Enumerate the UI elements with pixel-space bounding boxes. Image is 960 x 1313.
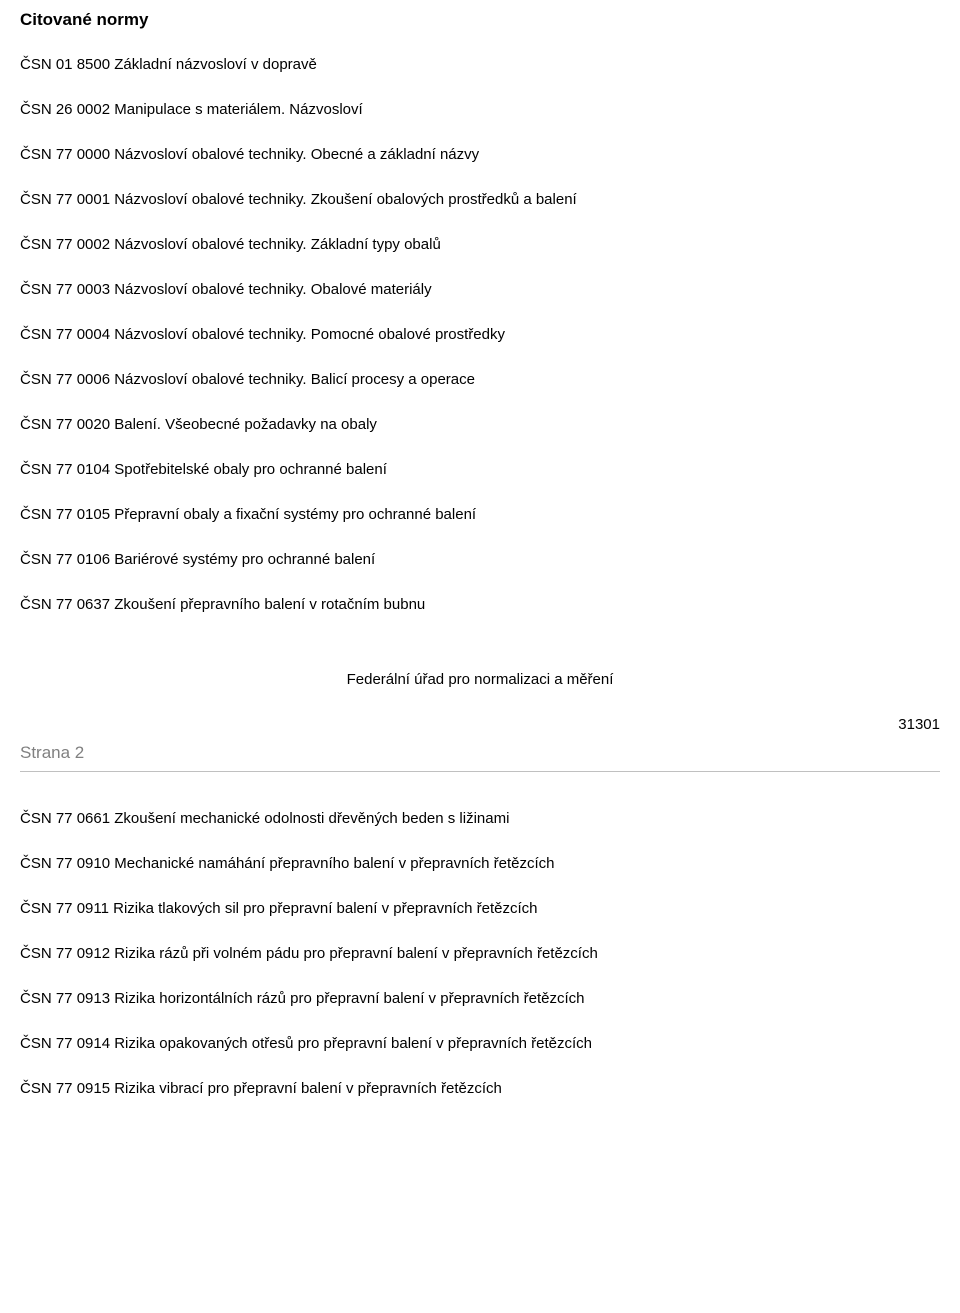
- norm-item: ČSN 26 0002 Manipulace s materiálem. Náz…: [20, 99, 940, 120]
- norm-item: ČSN 77 0004 Názvosloví obalové techniky.…: [20, 324, 940, 345]
- norm-item: ČSN 77 0002 Názvosloví obalové techniky.…: [20, 234, 940, 255]
- norm-item: ČSN 77 0020 Balení. Všeobecné požadavky …: [20, 414, 940, 435]
- norms-list-bottom: ČSN 77 0661 Zkoušení mechanické odolnost…: [20, 808, 940, 1099]
- page-number-label: Strana 2: [20, 743, 940, 763]
- norm-item: ČSN 77 0001 Názvosloví obalové techniky.…: [20, 189, 940, 210]
- norm-item: ČSN 77 0910 Mechanické namáhání přepravn…: [20, 853, 940, 874]
- norms-list-top: ČSN 01 8500 Základní názvosloví v doprav…: [20, 54, 940, 615]
- norm-item: ČSN 77 0106 Bariérové systémy pro ochran…: [20, 549, 940, 570]
- norm-item: ČSN 77 0003 Názvosloví obalové techniky.…: [20, 279, 940, 300]
- page-divider: [20, 771, 940, 772]
- norm-item: ČSN 77 0911 Rizika tlakových sil pro pře…: [20, 898, 940, 919]
- norm-item: ČSN 77 0913 Rizika horizontálních rázů p…: [20, 988, 940, 1009]
- norm-item: ČSN 77 0915 Rizika vibrací pro přepravní…: [20, 1078, 940, 1099]
- norm-item: ČSN 77 0105 Přepravní obaly a fixační sy…: [20, 504, 940, 525]
- norm-item: ČSN 77 0104 Spotřebitelské obaly pro och…: [20, 459, 940, 480]
- norm-item: ČSN 77 0912 Rizika rázů při volném pádu …: [20, 943, 940, 964]
- norm-item: ČSN 77 0006 Názvosloví obalové techniky.…: [20, 369, 940, 390]
- norm-item: ČSN 01 8500 Základní názvosloví v doprav…: [20, 54, 940, 75]
- section-heading: Citované normy: [20, 10, 940, 30]
- norm-item: ČSN 77 0000 Názvosloví obalové techniky.…: [20, 144, 940, 165]
- norm-item: ČSN 77 0914 Rizika opakovaných otřesů pr…: [20, 1033, 940, 1054]
- authority-text: Federální úřad pro normalizaci a měření: [20, 671, 940, 688]
- document-number: 31301: [20, 716, 940, 733]
- norm-item: ČSN 77 0637 Zkoušení přepravního balení …: [20, 594, 940, 615]
- norm-item: ČSN 77 0661 Zkoušení mechanické odolnost…: [20, 808, 940, 829]
